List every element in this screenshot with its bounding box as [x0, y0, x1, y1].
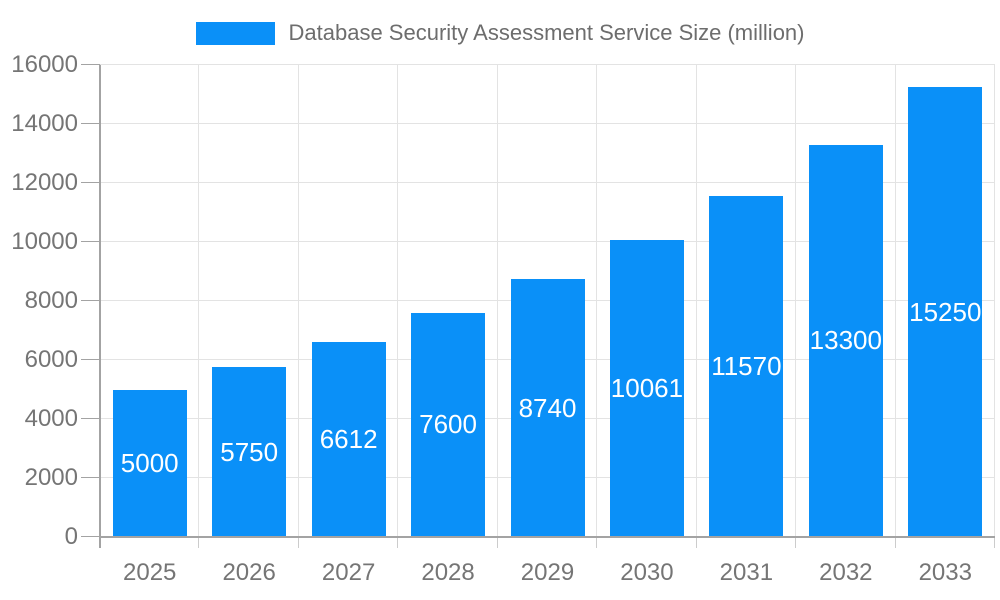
x-tick-label: 2027: [321, 559, 376, 586]
gridline-vertical: [795, 65, 797, 537]
y-tick-label: 16000: [11, 51, 78, 78]
gridline-vertical: [894, 65, 896, 537]
bar[interactable]: 15250: [908, 87, 983, 537]
gridline-vertical: [198, 65, 200, 537]
x-tick-label: 2030: [620, 559, 674, 586]
bar[interactable]: 8740: [510, 279, 585, 537]
legend-swatch-icon: [195, 21, 275, 45]
bar[interactable]: 11570: [709, 195, 784, 537]
bar-value-label: 7600: [419, 409, 477, 440]
x-axis-tick: [297, 538, 299, 548]
gridline-vertical: [297, 65, 299, 537]
x-axis-tick: [198, 538, 200, 548]
y-axis-tick: [81, 477, 100, 478]
gridline-vertical: [596, 65, 598, 537]
legend-item[interactable]: Database Security Assessment Service Siz…: [0, 19, 1000, 47]
plot-area: 5000 5750 6612 7600 8740 10061 11570 13300 15250: [81, 64, 995, 548]
x-tick-label: 2029: [520, 559, 575, 586]
y-axis-tick: [81, 64, 100, 65]
bar[interactable]: 5000: [112, 389, 187, 537]
x-axis-tick: [496, 538, 498, 548]
bar-value-label: 10061: [610, 373, 684, 404]
bar-value-label: 15250: [909, 296, 982, 327]
bar[interactable]: 10061: [609, 240, 684, 537]
x-tick-label: 2028: [421, 559, 475, 586]
bar-value-label: 11570: [711, 350, 782, 381]
bar-value-label: 5000: [120, 447, 179, 478]
x-tick-label: 2031: [719, 559, 774, 586]
y-tick-label: 4000: [24, 405, 78, 432]
gridline-horizontal: [100, 64, 995, 65]
y-axis-tick: [81, 359, 100, 360]
bar-value-label: 13300: [809, 325, 882, 356]
gridline-horizontal: [100, 182, 995, 183]
y-axis-tick: [81, 300, 100, 301]
bar-value-label: 8740: [518, 392, 577, 423]
gridline-horizontal: [100, 123, 995, 124]
bar[interactable]: 5750: [212, 367, 287, 537]
x-axis-tick: [397, 538, 399, 548]
x-tick-label: 2032: [819, 559, 873, 586]
y-tick-label: 14000: [11, 110, 78, 137]
bar-value-label: 5750: [220, 436, 279, 467]
y-tick-label: 6000: [24, 346, 78, 373]
bar[interactable]: 13300: [808, 144, 883, 537]
x-axis-line: [100, 536, 995, 538]
y-tick-label: 2000: [24, 464, 78, 491]
y-axis-tick: [81, 418, 100, 419]
y-axis-tick: [81, 536, 100, 537]
bar-value-label: 6612: [319, 423, 378, 454]
y-tick-label: 8000: [24, 287, 78, 314]
x-axis-tick: [795, 538, 797, 548]
x-axis-tick: [596, 538, 598, 548]
y-tick-label: 12000: [11, 169, 78, 196]
y-axis-tick: [81, 182, 100, 183]
gridline-vertical: [994, 65, 995, 537]
x-tick-label: 2026: [222, 559, 276, 586]
bar[interactable]: 6612: [311, 341, 386, 537]
y-axis-tick: [81, 123, 100, 124]
y-axis-tick: [81, 241, 100, 242]
y-tick-label: 0: [64, 523, 78, 550]
bar[interactable]: 7600: [411, 312, 486, 537]
x-axis-tick: [994, 538, 995, 548]
y-axis-line: [99, 65, 101, 548]
gridline-vertical: [397, 65, 399, 537]
gridline-vertical: [695, 65, 697, 537]
x-axis-tick: [894, 538, 896, 548]
y-tick-label: 10000: [11, 228, 78, 255]
gridline-horizontal: [100, 241, 995, 242]
x-axis-tick: [695, 538, 697, 548]
gridline-vertical: [496, 65, 498, 537]
x-tick-label: 2033: [918, 559, 972, 586]
legend-label: Database Security Assessment Service Siz…: [288, 20, 805, 45]
x-tick-label: 2025: [123, 559, 177, 586]
